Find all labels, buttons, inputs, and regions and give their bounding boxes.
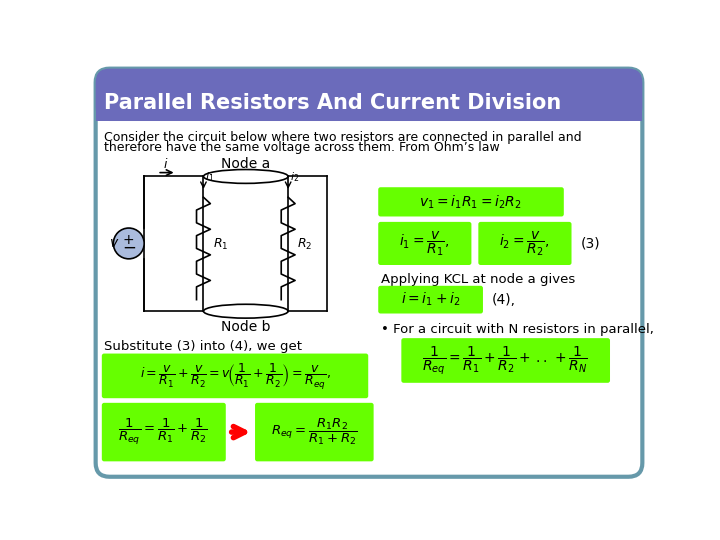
Text: $i = \dfrac{v}{R_1} + \dfrac{v}{R_2} = v\!\left(\dfrac{1}{R_1}+\dfrac{1}{R_2}\ri: $i = \dfrac{v}{R_1} + \dfrac{v}{R_2} = v… [140,361,330,391]
FancyBboxPatch shape [401,338,610,383]
Text: $\dfrac{1}{R_{eq}} = \dfrac{1}{R_1} + \dfrac{1}{R_2} + \,..\, + \dfrac{1}{R_N}$: $\dfrac{1}{R_{eq}} = \dfrac{1}{R_1} + \d… [423,344,588,377]
Text: Applying KCL at node a gives: Applying KCL at node a gives [381,273,575,286]
Text: +: + [123,233,135,247]
Text: • For a circuit with N resistors in parallel,: • For a circuit with N resistors in para… [381,323,654,336]
Text: $i_2$: $i_2$ [289,170,299,184]
Text: $i_1$: $i_1$ [205,170,215,184]
Text: $i_2 = \dfrac{v}{R_2},$: $i_2 = \dfrac{v}{R_2},$ [500,229,550,258]
Bar [96,103,642,121]
FancyBboxPatch shape [378,222,472,265]
Text: $i$: $i$ [163,157,168,171]
Text: (4),: (4), [492,293,516,307]
Text: (3): (3) [581,237,600,251]
Text: Node a: Node a [221,157,271,171]
Text: Substitute (3) into (4), we get: Substitute (3) into (4), we get [104,340,302,354]
Text: $R_{eq} = \dfrac{R_1 R_2}{R_1 + R_2}$: $R_{eq} = \dfrac{R_1 R_2}{R_1 + R_2}$ [271,417,358,447]
Text: $R_2$: $R_2$ [297,237,312,252]
Text: $\dfrac{1}{R_{eq}} = \dfrac{1}{R_1} + \dfrac{1}{R_2}$: $\dfrac{1}{R_{eq}} = \dfrac{1}{R_1} + \d… [119,417,208,447]
FancyBboxPatch shape [102,403,226,461]
Text: therefore have the same voltage across them. From Ohm’s law: therefore have the same voltage across t… [104,141,500,154]
Text: $R_1$: $R_1$ [212,237,228,252]
Text: Node b: Node b [221,320,271,334]
FancyBboxPatch shape [96,69,642,477]
Text: $v$: $v$ [109,237,119,251]
Text: $i = i_1 + i_2$: $i = i_1 + i_2$ [401,291,460,308]
Text: −: − [122,239,135,257]
Circle shape [113,228,144,259]
FancyBboxPatch shape [102,354,368,398]
FancyBboxPatch shape [378,286,483,314]
FancyBboxPatch shape [255,403,374,461]
Text: Consider the circuit below where two resistors are connected in parallel and: Consider the circuit below where two res… [104,131,582,144]
FancyBboxPatch shape [96,69,642,121]
Text: $i_1 = \dfrac{v}{R_1},$: $i_1 = \dfrac{v}{R_1},$ [399,229,450,258]
FancyBboxPatch shape [378,187,564,217]
FancyBboxPatch shape [478,222,572,265]
Text: Parallel Resistors And Current Division: Parallel Resistors And Current Division [104,93,562,113]
Text: $v_1 = i_1R_1 = i_2R_2$: $v_1 = i_1R_1 = i_2R_2$ [419,193,522,211]
